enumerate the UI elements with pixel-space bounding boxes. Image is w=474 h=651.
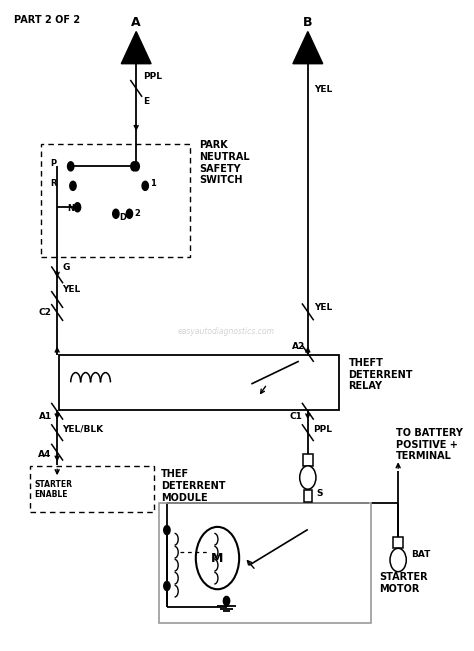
Text: THEFT
DETERRENT
RELAY: THEFT DETERRENT RELAY: [348, 358, 413, 391]
Circle shape: [126, 209, 133, 218]
Text: YEL: YEL: [315, 303, 333, 312]
Text: STARTER
MOTOR: STARTER MOTOR: [379, 572, 428, 594]
Text: A2: A2: [292, 342, 306, 352]
Text: PPL: PPL: [313, 425, 332, 434]
Text: YEL: YEL: [63, 285, 81, 294]
Text: C2: C2: [39, 308, 52, 317]
Bar: [59, 355, 339, 410]
Circle shape: [113, 209, 119, 218]
Text: STARTER
ENABLE: STARTER ENABLE: [35, 480, 73, 499]
Text: N: N: [67, 204, 74, 213]
Circle shape: [223, 596, 230, 605]
Circle shape: [133, 162, 139, 171]
Text: BAT: BAT: [411, 549, 430, 559]
Circle shape: [131, 162, 137, 171]
Text: M: M: [211, 551, 224, 564]
Bar: [304, 490, 312, 501]
Circle shape: [164, 581, 170, 590]
Text: PPL: PPL: [143, 72, 162, 81]
Text: A4: A4: [38, 450, 52, 459]
Text: TO BATTERY
POSITIVE +
TERMINAL: TO BATTERY POSITIVE + TERMINAL: [396, 428, 463, 462]
Circle shape: [142, 181, 148, 190]
Polygon shape: [293, 31, 323, 64]
Circle shape: [70, 181, 76, 190]
Text: P: P: [50, 159, 56, 168]
Text: PART 2 OF 2: PART 2 OF 2: [14, 15, 81, 25]
Bar: [30, 467, 154, 512]
Circle shape: [300, 466, 316, 489]
Text: A1: A1: [38, 412, 52, 421]
Bar: [41, 144, 191, 257]
Text: S: S: [317, 489, 323, 497]
Text: R: R: [50, 179, 57, 187]
Text: 2: 2: [135, 209, 141, 218]
Text: THEF
DETERRENT
MODULE: THEF DETERRENT MODULE: [161, 469, 226, 503]
Polygon shape: [121, 31, 151, 64]
Text: YEL: YEL: [315, 85, 333, 94]
Text: E: E: [143, 97, 149, 106]
Text: G: G: [63, 262, 70, 271]
Text: PARK
NEUTRAL
SAFETY
SWITCH: PARK NEUTRAL SAFETY SWITCH: [200, 141, 250, 185]
Text: B: B: [303, 16, 312, 29]
Circle shape: [164, 525, 170, 534]
Circle shape: [74, 202, 81, 212]
Text: YEL/BLK: YEL/BLK: [63, 425, 104, 434]
Text: C1: C1: [290, 412, 302, 421]
Text: A: A: [131, 16, 141, 29]
Text: easyautodiagnostics.com: easyautodiagnostics.com: [178, 327, 275, 337]
Circle shape: [67, 162, 74, 171]
Bar: [303, 454, 313, 466]
Text: D: D: [119, 213, 127, 222]
Bar: [159, 503, 371, 623]
Bar: [393, 536, 403, 548]
Circle shape: [390, 548, 406, 572]
Text: 1: 1: [150, 179, 155, 187]
